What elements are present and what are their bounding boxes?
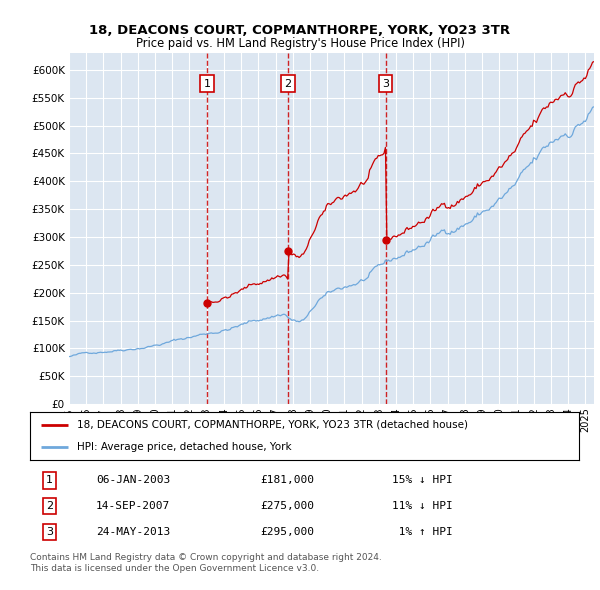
Text: 2: 2: [284, 78, 292, 88]
Text: £275,000: £275,000: [260, 501, 314, 511]
Text: 1: 1: [203, 78, 211, 88]
Text: 1: 1: [46, 476, 53, 486]
Text: £181,000: £181,000: [260, 476, 314, 486]
Text: 11% ↓ HPI: 11% ↓ HPI: [392, 501, 453, 511]
Text: 2: 2: [46, 501, 53, 511]
Text: Price paid vs. HM Land Registry's House Price Index (HPI): Price paid vs. HM Land Registry's House …: [136, 37, 464, 50]
Text: 3: 3: [382, 78, 389, 88]
Text: £295,000: £295,000: [260, 527, 314, 537]
Text: Contains HM Land Registry data © Crown copyright and database right 2024.
This d: Contains HM Land Registry data © Crown c…: [30, 553, 382, 573]
Text: 06-JAN-2003: 06-JAN-2003: [96, 476, 170, 486]
Text: 18, DEACONS COURT, COPMANTHORPE, YORK, YO23 3TR: 18, DEACONS COURT, COPMANTHORPE, YORK, Y…: [89, 24, 511, 37]
Text: 14-SEP-2007: 14-SEP-2007: [96, 501, 170, 511]
Text: 1% ↑ HPI: 1% ↑ HPI: [392, 527, 453, 537]
Text: 15% ↓ HPI: 15% ↓ HPI: [392, 476, 453, 486]
Text: 18, DEACONS COURT, COPMANTHORPE, YORK, YO23 3TR (detached house): 18, DEACONS COURT, COPMANTHORPE, YORK, Y…: [77, 420, 467, 430]
Text: 3: 3: [46, 527, 53, 537]
Text: 24-MAY-2013: 24-MAY-2013: [96, 527, 170, 537]
Text: HPI: Average price, detached house, York: HPI: Average price, detached house, York: [77, 442, 291, 452]
